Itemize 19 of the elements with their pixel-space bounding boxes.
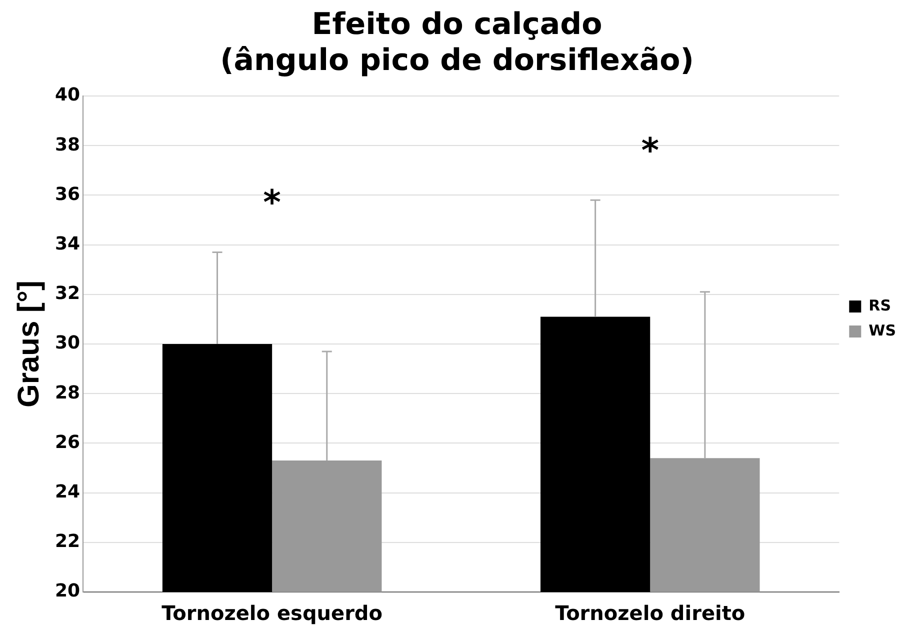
y-tick-label: 22 (54, 531, 80, 552)
y-tick-label: 24 (54, 481, 80, 502)
y-tick-label: 30 (54, 332, 80, 354)
legend-label: WS (868, 321, 896, 340)
x-tick-label: Tornozelo esquerdo (162, 601, 382, 626)
y-tick-label: 28 (54, 382, 80, 404)
y-axis-title: Graus [°] (12, 280, 46, 408)
x-tick-label: Tornozelo direito (555, 601, 746, 626)
y-tick-label: 40 (54, 84, 80, 106)
annotation: * (641, 130, 660, 171)
legend-label: RS (868, 296, 892, 314)
y-tick-label: 34 (54, 233, 80, 254)
y-tick-label: 26 (54, 432, 80, 453)
y-tick-label: 32 (54, 283, 80, 304)
chart-title: Efeito do calçado (ângulo pico de dorsiflexão) (220, 6, 694, 78)
y-tick-label: 38 (54, 134, 80, 156)
y-tick-label: 36 (54, 184, 80, 205)
annotation: * (263, 183, 282, 224)
y-tick-label: 20 (54, 580, 80, 602)
